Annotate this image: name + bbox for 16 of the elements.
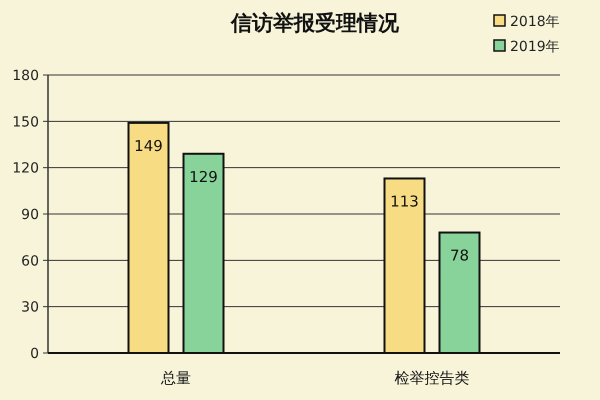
y-tick-label: 90 [21, 207, 39, 223]
y-tick-label: 180 [12, 68, 39, 84]
x-tick-label: 检举控告类 [394, 369, 470, 387]
legend-label: 2018年 [510, 14, 560, 30]
y-tick-label: 120 [12, 160, 39, 177]
x-tick-label: 总量 [160, 369, 191, 387]
y-tick-label: 60 [21, 253, 39, 270]
y-tick-label: 30 [21, 300, 39, 316]
chart-title: 信访举报受理情况 [230, 11, 400, 35]
data-label: 129 [189, 168, 218, 186]
data-label: 149 [134, 136, 163, 155]
y-tick-label: 150 [12, 114, 39, 130]
data-label: 78 [450, 246, 470, 265]
legend-label: 2019年 [510, 39, 560, 55]
data-label: 113 [390, 192, 419, 210]
y-tick-label: 0 [30, 346, 39, 362]
